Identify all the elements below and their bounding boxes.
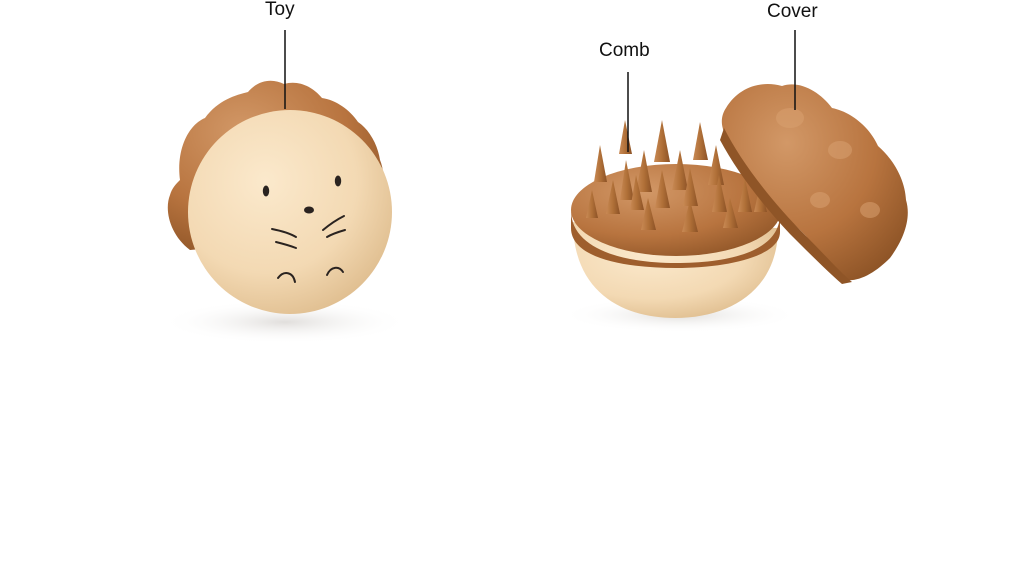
comb-label: Comb [599, 40, 650, 61]
toy-paws [277, 266, 344, 283]
cover-shell [721, 84, 908, 281]
cover-label: Cover [767, 1, 818, 22]
toy-left-eye [262, 185, 270, 197]
toy-whiskers [271, 215, 346, 249]
comb-spikes [586, 120, 767, 232]
toy-shadow [160, 300, 410, 344]
toy-right-eye [334, 175, 342, 187]
toy-nose [304, 206, 314, 214]
toy-face-ball [188, 110, 392, 314]
cover-bumps [776, 108, 880, 218]
toy-figure [160, 80, 410, 344]
cover-figure [720, 84, 908, 284]
toy-label: Toy [265, 0, 295, 20]
callout-lines [284, 30, 796, 152]
comb-figure [560, 120, 800, 333]
